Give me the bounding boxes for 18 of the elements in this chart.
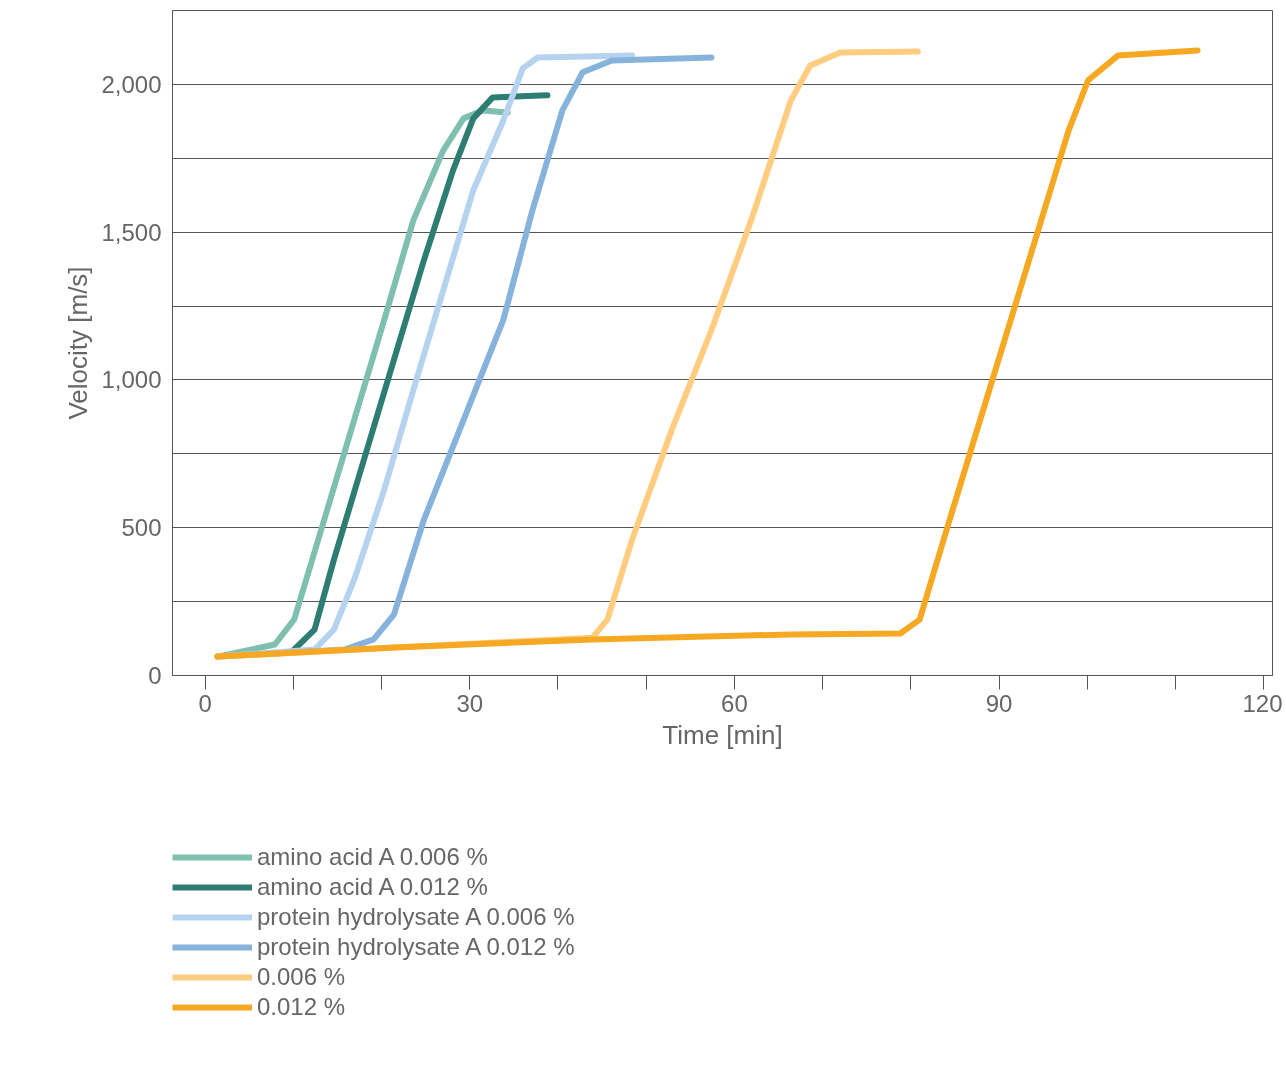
y-tick-label: 1,000 bbox=[101, 366, 162, 394]
x-tick-label: 0 bbox=[198, 689, 212, 717]
x-tick-label: 30 bbox=[456, 689, 484, 717]
x-tick-label: 120 bbox=[1242, 689, 1283, 717]
y-tick-label: 2,000 bbox=[101, 70, 162, 98]
x-tick-label: 60 bbox=[721, 689, 748, 717]
legend-label: amino acid A 0.012 % bbox=[257, 873, 488, 901]
legend-label: amino acid A 0.006 % bbox=[257, 843, 488, 871]
legend-label: 0.012 % bbox=[257, 993, 346, 1021]
y-axis-title: Velocity [m/s] bbox=[63, 266, 94, 420]
legend-label: 0.006 % bbox=[257, 963, 346, 991]
legend-label: protein hydrolysate A 0.012 % bbox=[257, 933, 575, 961]
y-tick-label: 0 bbox=[148, 662, 162, 689]
y-tick-label: 1,500 bbox=[101, 218, 162, 246]
legend-label: protein hydrolysate A 0.006 % bbox=[257, 903, 575, 931]
x-axis-title: Time [min] bbox=[662, 719, 783, 750]
y-tick-label: 500 bbox=[121, 514, 162, 542]
x-tick-label: 90 bbox=[985, 689, 1013, 717]
